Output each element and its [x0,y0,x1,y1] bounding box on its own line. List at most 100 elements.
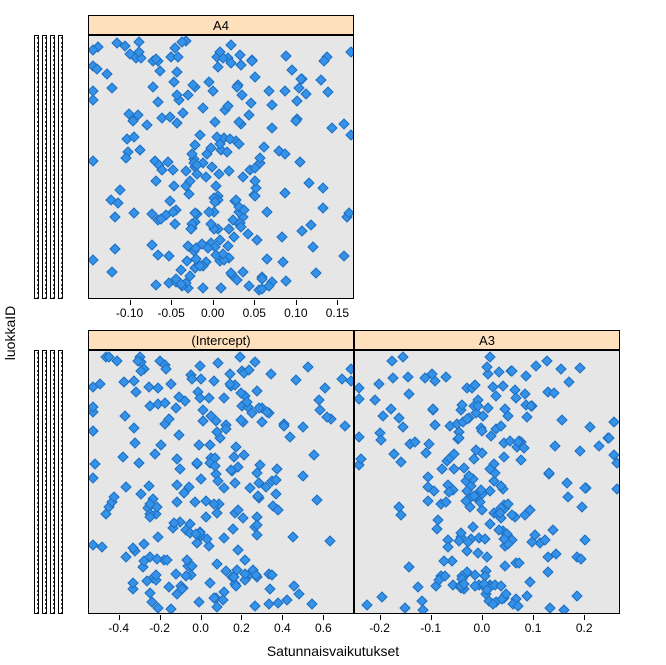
data-point [146,240,157,251]
data-point [288,531,299,542]
data-point [429,420,440,431]
data-point [239,554,250,565]
data-point [266,369,277,380]
panel-strip-a3: A3 [354,330,620,350]
panel-plot-a3 [354,350,620,614]
data-point [195,474,206,485]
data-point [172,453,183,464]
data-point [403,388,414,399]
data-point [412,581,423,592]
xtick-label: 0.0 [192,621,209,635]
data-point [223,165,234,176]
xtick-label: -0.2 [149,621,170,635]
data-point [150,175,161,186]
data-point [88,473,99,484]
data-point [150,279,161,290]
data-point [521,411,532,422]
y-strip-top [34,35,66,299]
data-point [209,376,220,387]
data-point [209,116,220,127]
data-point [373,378,384,389]
data-point [431,523,442,534]
data-point [118,452,129,463]
data-point [416,596,427,607]
data-point [574,362,585,373]
data-point [279,188,290,199]
data-point [88,155,99,166]
data-point [88,85,99,96]
data-point [418,604,429,614]
data-point [177,107,188,118]
data-point [345,129,354,140]
data-point [515,455,526,466]
panel-plot-a4 [88,35,354,299]
lattice-figure: luokkaID Satunnaisvaikutukset A4 -0.10-0… [0,0,666,665]
data-point [141,119,152,130]
data-point [106,267,117,278]
panel-title: (Intercept) [191,333,250,348]
data-point [361,599,372,610]
data-point [562,492,573,503]
data-point [339,251,350,262]
data-point [128,375,139,386]
data-point [120,481,131,492]
data-point [563,376,574,387]
data-point [262,253,273,264]
data-point [173,429,184,440]
data-point [549,441,560,452]
data-point [195,130,206,141]
data-point [303,177,314,188]
data-point [280,50,291,61]
xtick-label: -0.1 [420,621,441,635]
data-point [277,256,288,267]
data-point [266,100,277,111]
xtick-label: -0.4 [108,621,129,635]
data-point [531,361,542,372]
data-point [130,437,141,448]
xtick-label: 0.6 [315,621,332,635]
data-point [219,392,230,403]
data-point [603,433,614,444]
data-point [226,40,237,51]
data-point [226,58,237,69]
panel-xticks-a3: -0.2-0.10.00.10.2 [354,615,620,639]
data-point [133,457,144,468]
data-point [399,602,410,613]
data-point [386,403,397,414]
data-point [238,449,249,460]
data-point [272,463,283,474]
data-point [280,85,291,96]
data-point [230,477,241,488]
data-point [574,445,585,456]
data-point [235,49,246,60]
data-point [494,367,505,378]
data-point [96,541,107,552]
data-point [235,351,246,362]
data-point [481,551,492,562]
data-point [584,421,595,432]
data-point [547,525,558,536]
data-point [210,180,221,191]
data-point [197,282,208,293]
data-point [284,431,295,442]
data-point [266,122,277,133]
data-point [128,423,139,434]
data-point [461,546,472,557]
panel-title: A3 [479,333,495,348]
data-point [160,397,171,408]
panel-strip-a4: A4 [88,15,354,35]
data-point [169,218,180,229]
data-point [101,68,112,79]
xtick-label: 0.15 [326,306,349,320]
data-point [377,410,388,421]
data-point [172,496,183,507]
data-point [354,431,365,442]
data-point [404,561,415,572]
data-point [194,597,205,608]
data-point [558,604,569,614]
data-point [252,386,263,397]
xtick-label: 0.0 [474,621,491,635]
panel-strip-intercept: (Intercept) [88,330,354,350]
xtick-label: 0.2 [233,621,250,635]
data-point [311,494,322,505]
